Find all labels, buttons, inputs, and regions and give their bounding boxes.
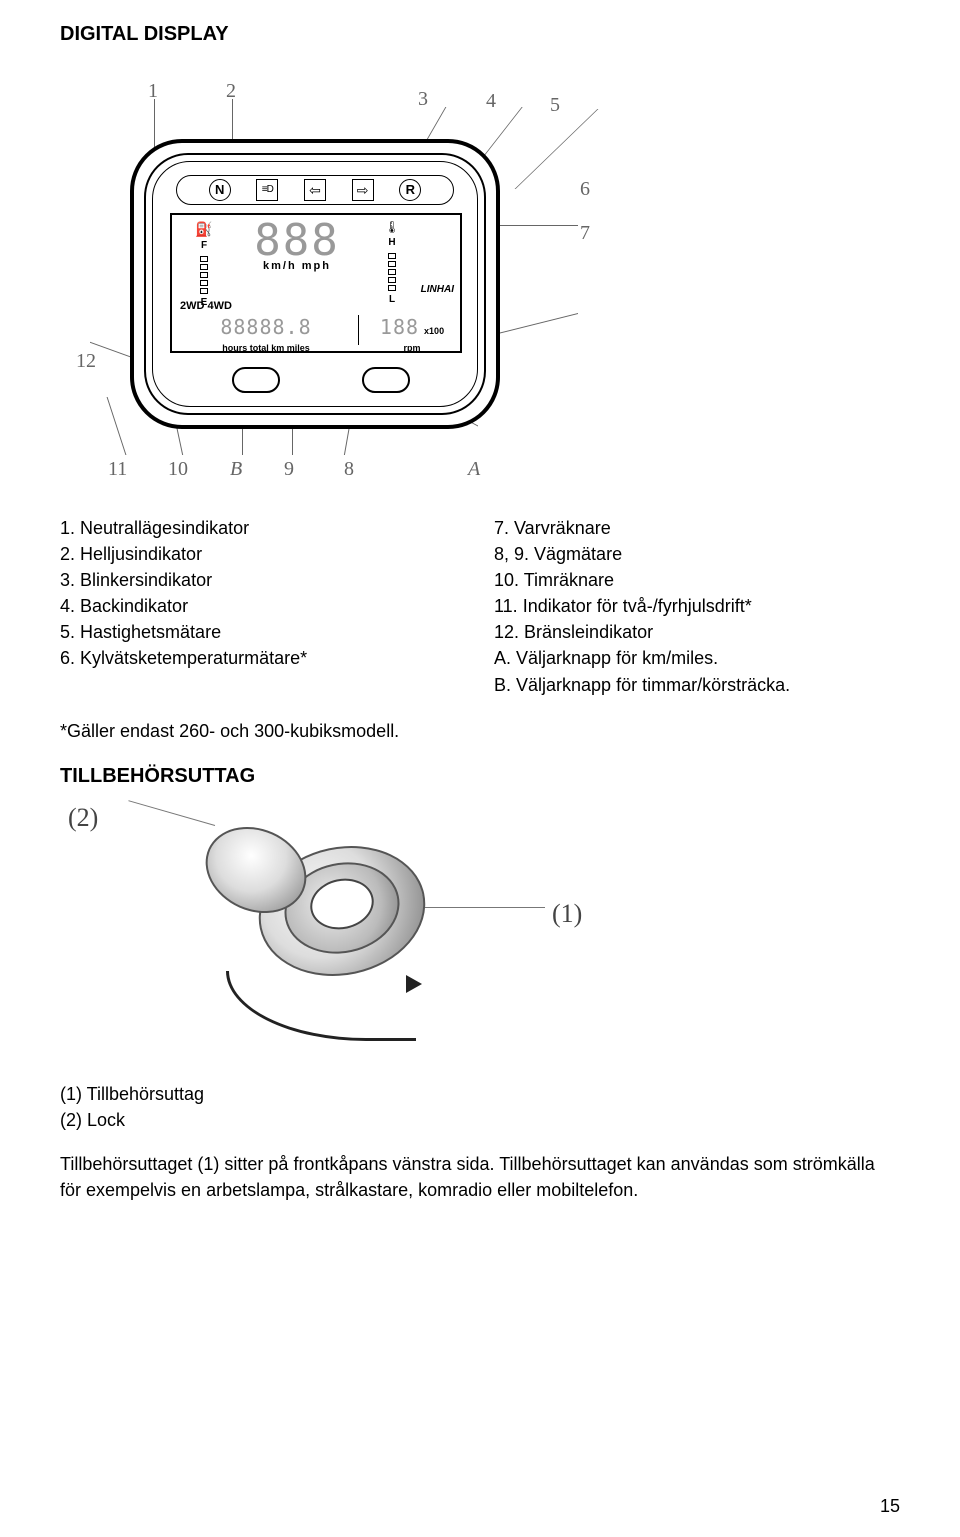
legend-col-right: 7. Varvräknare 8, 9. Vägmätare 10. Timrä…: [494, 515, 900, 698]
callout-3: 3: [418, 85, 428, 114]
neutral-indicator-icon: N: [209, 179, 231, 201]
fuel-pump-icon: ⛽: [180, 219, 228, 239]
callout-8: 8: [344, 455, 354, 484]
legend-item: A. Väljarknapp för km/miles.: [494, 645, 900, 671]
turn-right-indicator-icon: [352, 179, 374, 201]
rotate-arrow-icon: [226, 971, 416, 1041]
thermometer-icon: 🌡: [370, 219, 414, 236]
acc-list-item: (1) Tillbehörsuttag: [60, 1081, 900, 1107]
fuel-gauge-icon: ⛽ F E: [180, 219, 228, 297]
legend-item: 8, 9. Vägmätare: [494, 541, 900, 567]
legend-columns: 1. Neutrallägesindikator 2. Helljusindik…: [60, 515, 900, 698]
legend-item: 12. Bränsleindikator: [494, 619, 900, 645]
brand-label: LINHAI: [421, 283, 454, 298]
acc-callout-2: (2): [68, 799, 98, 837]
button-b: [232, 367, 280, 393]
legend-item: 5. Hastighetsmätare: [60, 619, 466, 645]
callout-B: B: [230, 455, 242, 484]
callout-10: 10: [168, 455, 188, 484]
acc-callout-1: (1): [552, 895, 582, 933]
speed-units: km/h mph: [232, 259, 362, 275]
lcd-panel: ⛽ F E 888 km/h mph 🌡 H L LINHAI 2WD 4WD …: [170, 213, 462, 353]
fuel-hi-label: F: [180, 239, 228, 254]
page-title: DIGITAL DISPLAY: [60, 20, 900, 49]
callout-5: 5: [550, 91, 560, 120]
accessory-paragraph: Tillbehörsuttaget (1) sitter på frontkåp…: [60, 1151, 900, 1203]
indicator-strip: N R: [176, 175, 454, 205]
callout-7: 7: [580, 219, 590, 248]
legend-item: 10. Timräknare: [494, 567, 900, 593]
odometer: 88888.8 hours total km miles: [180, 313, 352, 353]
odometer-labels: hours total km miles: [180, 342, 352, 353]
callout-6: 6: [580, 175, 590, 204]
rotate-arrow-head-icon: [406, 975, 422, 993]
turn-left-indicator-icon: [304, 179, 326, 201]
legend-item: 3. Blinkersindikator: [60, 567, 466, 593]
reverse-indicator-icon: R: [399, 179, 421, 201]
callout-2: 2: [226, 77, 236, 106]
legend-col-left: 1. Neutrallägesindikator 2. Helljusindik…: [60, 515, 466, 698]
legend-item: 6. Kylvätsketemperaturmätare*: [60, 645, 466, 671]
callout-4: 4: [486, 87, 496, 116]
accessory-diagram: (2) (1): [60, 799, 620, 1059]
high-beam-indicator-icon: [256, 179, 278, 201]
callout-A: A: [468, 455, 480, 484]
temperature-gauge-icon: 🌡 H L: [370, 219, 414, 307]
legend-item: 4. Backindikator: [60, 593, 466, 619]
tachometer: 188 x100 rpm: [364, 313, 460, 353]
footnote: *Gäller endast 260- och 300-kubiksmodell…: [60, 718, 900, 744]
callout-12: 12: [76, 347, 96, 376]
legend-item: 2. Helljusindikator: [60, 541, 466, 567]
accessory-title: TILLBEHÖRSUTTAG: [60, 762, 900, 791]
legend-item: 7. Varvräknare: [494, 515, 900, 541]
page-number: 15: [880, 1493, 900, 1519]
tach-label: rpm: [364, 342, 460, 353]
speedometer: 888 km/h mph: [232, 219, 362, 275]
speed-digits: 888: [232, 219, 362, 263]
acc-list-item: (2) Lock: [60, 1107, 900, 1133]
button-a: [362, 367, 410, 393]
callout-11: 11: [108, 455, 127, 484]
display-diagram: 1 2 3 4 5 6 7 12 11 10 B 9 8 A N R ⛽ F E: [60, 67, 620, 487]
callout-1: 1: [148, 77, 158, 106]
temp-lo-label: L: [370, 293, 414, 308]
tach-x100: x100: [424, 326, 444, 336]
temp-hi-label: H: [370, 236, 414, 251]
odometer-digits: 88888.8: [180, 313, 352, 342]
tach-digits: 188: [380, 315, 419, 339]
legend-item: B. Väljarknapp för timmar/körsträcka.: [494, 672, 900, 698]
legend-item: 1. Neutrallägesindikator: [60, 515, 466, 541]
legend-item: 11. Indikator för två-/fyrhjulsdrift*: [494, 593, 900, 619]
callout-9: 9: [284, 455, 294, 484]
